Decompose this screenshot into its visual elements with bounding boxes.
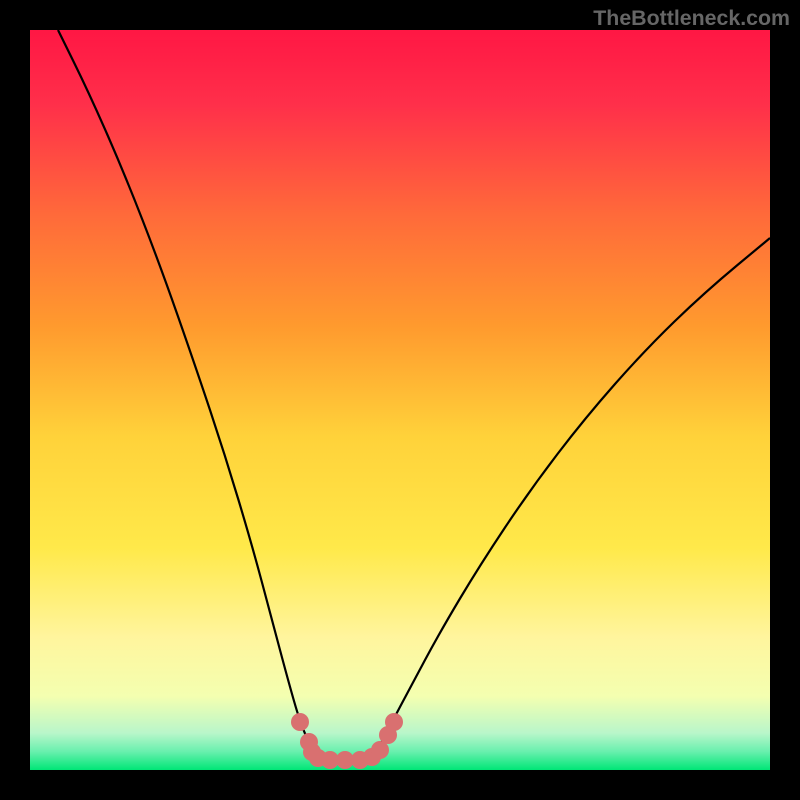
chart-container: TheBottleneck.com <box>0 0 800 800</box>
watermark-text: TheBottleneck.com <box>593 6 790 31</box>
plot-area <box>30 30 770 770</box>
